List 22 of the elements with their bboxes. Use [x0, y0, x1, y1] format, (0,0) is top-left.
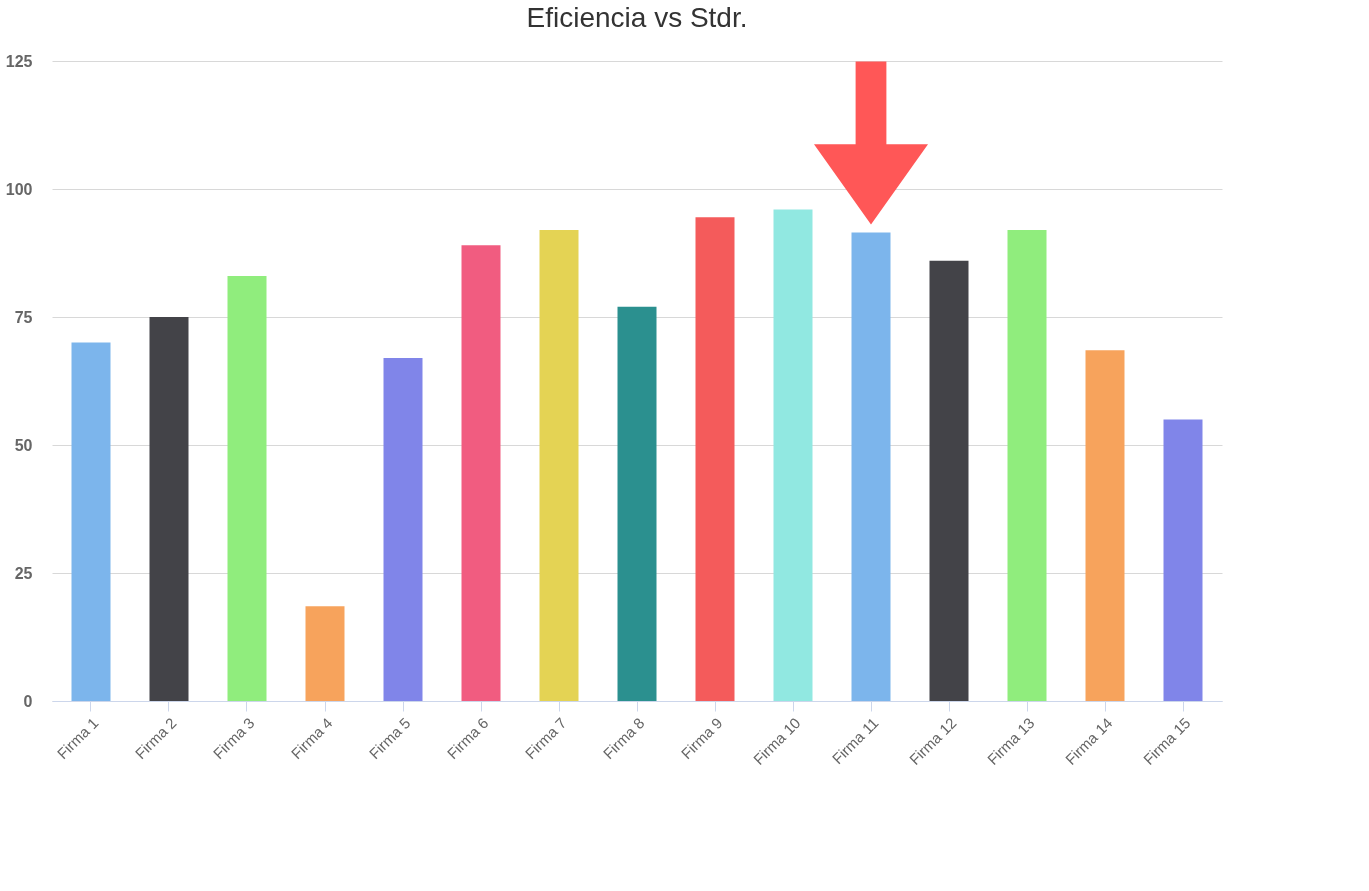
bar	[227, 276, 267, 701]
chart-title: Eficiencia vs Stdr.	[526, 2, 748, 33]
bar	[695, 217, 735, 701]
bar	[305, 606, 345, 701]
bar	[617, 306, 657, 701]
y-tick-label: 25	[14, 564, 33, 582]
bar	[539, 229, 579, 701]
bar	[929, 260, 969, 701]
y-tick-label: 125	[5, 52, 33, 70]
bar	[851, 232, 891, 701]
y-tick-label: 75	[14, 308, 33, 326]
bar	[1163, 419, 1203, 701]
bar	[461, 245, 501, 701]
bar	[1085, 350, 1125, 701]
y-tick-label: 100	[5, 180, 33, 198]
y-tick-label: 50	[14, 436, 33, 454]
bar	[1007, 229, 1047, 701]
bar	[71, 342, 111, 701]
y-tick-label: 0	[23, 692, 33, 710]
bar	[383, 357, 423, 701]
bar	[149, 317, 189, 701]
bar	[773, 209, 813, 701]
